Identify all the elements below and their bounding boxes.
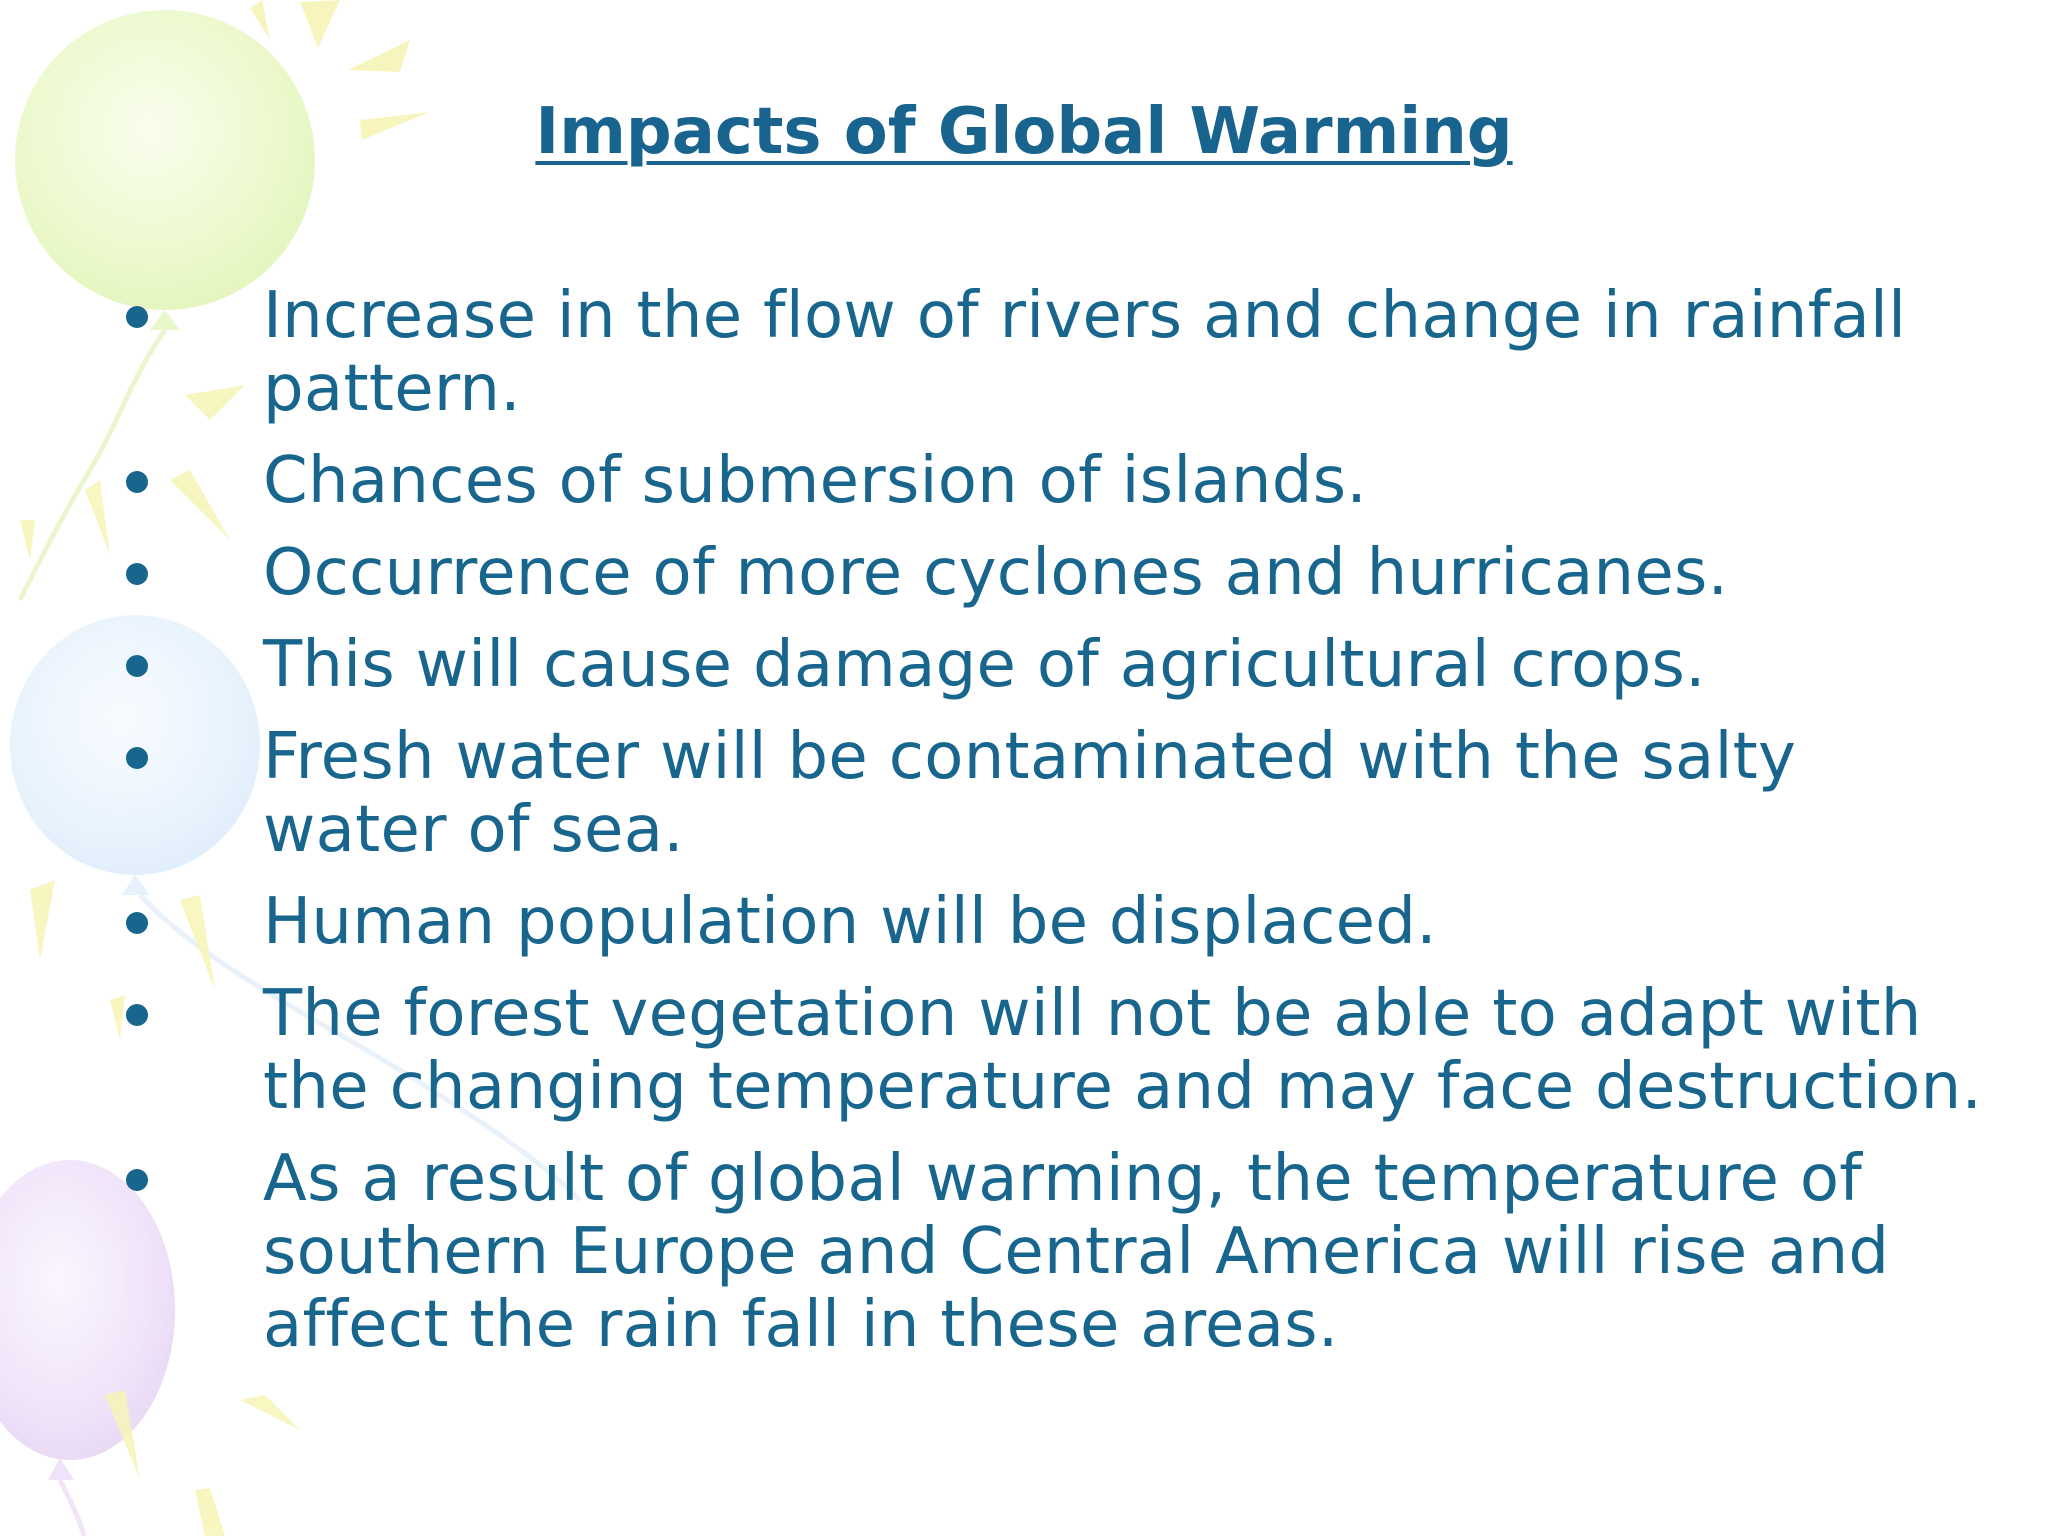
bullet-item: Increase in the flow of rivers and chang… (0, 280, 2048, 426)
bullet-item: Occurrence of more cyclones and hurrican… (0, 537, 2048, 610)
bullet-dot-icon (126, 471, 148, 493)
bullet-text: Occurrence of more cyclones and hurrican… (263, 536, 1729, 610)
bullet-text: This will cause damage of agricultural c… (263, 628, 1706, 702)
bullet-item: The forest vegetation will not be able t… (0, 978, 2048, 1124)
bullet-list: Increase in the flow of rivers and chang… (0, 280, 2048, 1381)
bullet-dot-icon (126, 1004, 148, 1026)
bullet-dot-icon (126, 563, 148, 585)
bullet-dot-icon (126, 747, 148, 769)
sunburst-rays-bottom (105, 1390, 300, 1536)
bullet-dot-icon (126, 1169, 148, 1191)
bullet-item: Human population will be displaced. (0, 886, 2048, 959)
bullet-item: Fresh water will be contaminated with th… (0, 721, 2048, 867)
bullet-text: Fresh water will be contaminated with th… (263, 720, 1797, 867)
slide-title-text: Impacts of Global Warming (535, 95, 1513, 169)
bullet-text: Chances of submersion of islands. (263, 444, 1367, 518)
bullet-text: Increase in the flow of rivers and chang… (263, 279, 1907, 426)
bullet-text: As a result of global warming, the tempe… (263, 1142, 1890, 1362)
bullet-dot-icon (126, 912, 148, 934)
bullet-text: The forest vegetation will not be able t… (263, 977, 1983, 1124)
bullet-dot-icon (126, 306, 148, 328)
bullet-item: Chances of submersion of islands. (0, 445, 2048, 518)
bullet-item: As a result of global warming, the tempe… (0, 1143, 2048, 1362)
bullet-item: This will cause damage of agricultural c… (0, 629, 2048, 702)
slide-title: Impacts of Global Warming (0, 92, 2048, 172)
bullet-text: Human population will be displaced. (263, 885, 1437, 959)
bullet-dot-icon (126, 655, 148, 677)
